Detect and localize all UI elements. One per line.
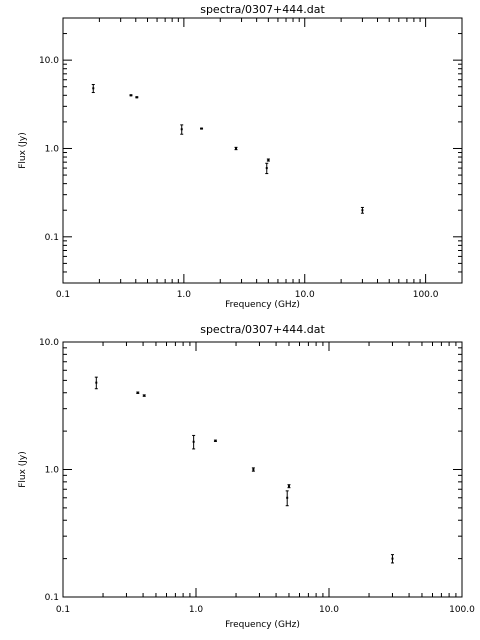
data-point <box>143 394 146 397</box>
data-point <box>95 381 98 384</box>
data-point <box>129 94 132 97</box>
x-tick-label: 1.0 <box>177 290 192 300</box>
data-point <box>180 128 183 131</box>
chart-top: spectra/0307+444.dat 0.1 1.0 10.0 100.0 0.1 1.… <box>18 3 463 310</box>
data-point <box>287 485 290 488</box>
x-tick-label: 100.0 <box>413 290 439 300</box>
chart-bottom: spectra/0307+444.dat 0.1 1.0 10.0 100.0 0.1 1.… <box>0 320 480 640</box>
data-point <box>192 440 195 443</box>
data-point <box>252 468 255 471</box>
data-point <box>286 496 289 499</box>
x-tick-label: 0.1 <box>56 605 70 615</box>
data-point <box>200 127 203 130</box>
y-tick-label: 0.1 <box>45 233 59 243</box>
chart-svg-bottom: spectra/0307+444.dat 0.1 1.0 10.0 100.0 0.1 1.… <box>18 323 475 630</box>
chart-title: spectra/0307+444.dat <box>200 323 325 336</box>
y-axis-label: Flux (Jy) <box>18 132 28 169</box>
plot-frame <box>62 341 463 598</box>
y-tick-label: 1.0 <box>45 466 60 476</box>
data-point <box>135 96 138 99</box>
data-point <box>214 439 217 442</box>
y-tick-label: 10.0 <box>39 338 59 348</box>
x-axis-label: Frequency (GHz) <box>225 300 300 310</box>
chart-title: spectra/0307+444.dat <box>200 3 325 16</box>
chart-svg-top: spectra/0307+444.dat 0.1 1.0 10.0 100.0 0.1 1.… <box>18 3 463 310</box>
x-axis-label: Frequency (GHz) <box>225 620 300 630</box>
y-tick-label: 1.0 <box>45 144 60 154</box>
y-tick-label: 0.1 <box>45 593 59 603</box>
data-point <box>136 391 139 394</box>
y-tick-label: 10.0 <box>39 56 59 66</box>
data-point <box>391 557 394 560</box>
data-point <box>361 209 364 212</box>
y-axis-label: Flux (Jy) <box>18 451 28 488</box>
data-point <box>235 147 238 150</box>
data-point <box>267 159 270 162</box>
data-point <box>92 87 95 90</box>
data-point <box>265 167 268 170</box>
x-tick-label: 10.0 <box>319 605 339 615</box>
x-tick-label: 100.0 <box>449 605 475 615</box>
plot-frame <box>62 17 463 284</box>
x-tick-label: 0.1 <box>56 290 70 300</box>
x-tick-label: 10.0 <box>295 290 315 300</box>
x-tick-label: 1.0 <box>189 605 204 615</box>
